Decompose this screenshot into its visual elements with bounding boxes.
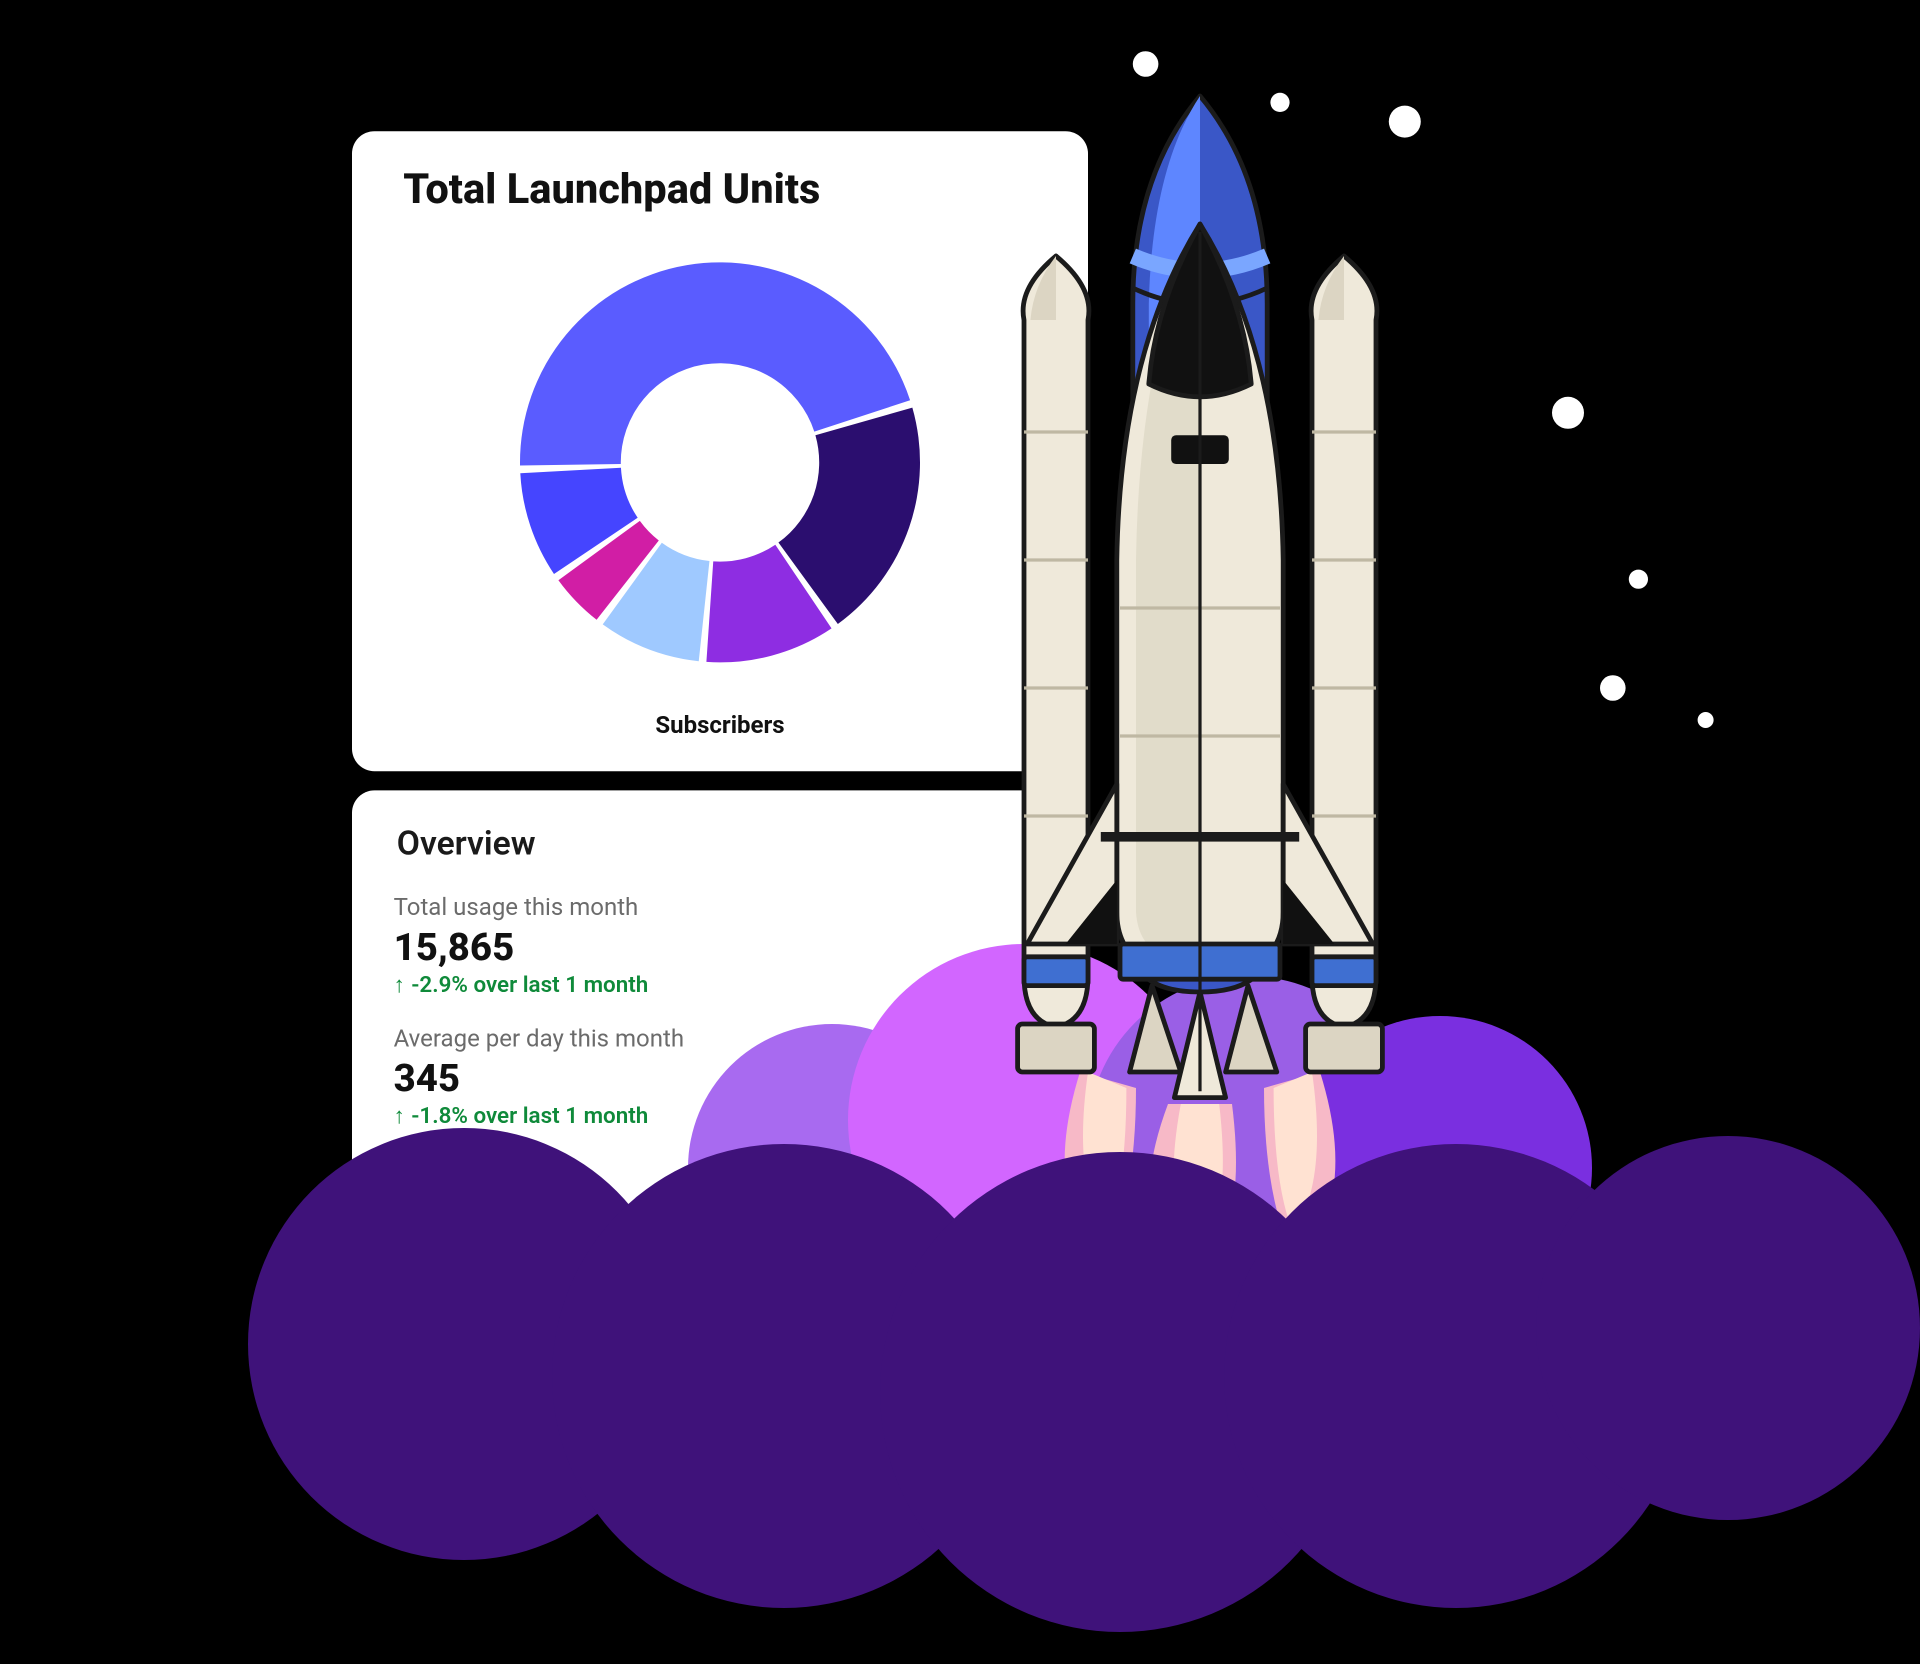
donut-chart (488, 230, 952, 694)
star (1600, 675, 1626, 701)
star (1133, 51, 1159, 77)
star (1698, 712, 1714, 728)
rocket-illustration (928, 80, 1472, 1232)
star (1629, 570, 1648, 589)
exhaust-cloud (1536, 1136, 1920, 1520)
arrow-up-icon: ↑ (394, 1106, 405, 1128)
star (1552, 397, 1584, 429)
arrow-up-icon: ↑ (394, 974, 405, 996)
